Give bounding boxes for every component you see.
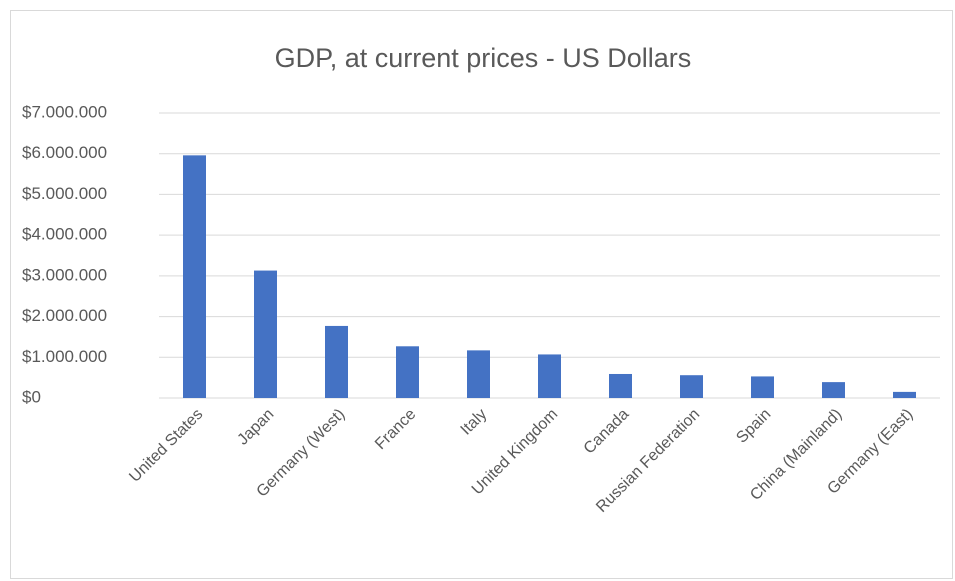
y-tick-label: $6.000.000	[22, 143, 107, 162]
bar	[680, 375, 703, 398]
y-tick-label: $0	[22, 387, 41, 406]
bar	[325, 325, 348, 398]
bar	[751, 376, 774, 398]
bar	[183, 155, 206, 398]
y-tick-label: $4.000.000	[22, 225, 107, 244]
bar	[609, 373, 632, 398]
bar	[538, 354, 561, 398]
chart-border	[10, 10, 953, 579]
y-tick-label: $2.000.000	[22, 306, 107, 325]
y-tick-label: $7.000.000	[22, 102, 107, 121]
bar	[396, 346, 419, 398]
y-tick-label: $1.000.000	[22, 347, 107, 366]
bar	[467, 350, 490, 398]
y-tick-label: $5.000.000	[22, 184, 107, 203]
chart-title: GDP, at current prices - US Dollars	[275, 43, 692, 73]
bar	[822, 382, 845, 398]
bar	[893, 391, 916, 398]
y-tick-label: $3.000.000	[22, 265, 107, 284]
bar	[254, 270, 277, 398]
